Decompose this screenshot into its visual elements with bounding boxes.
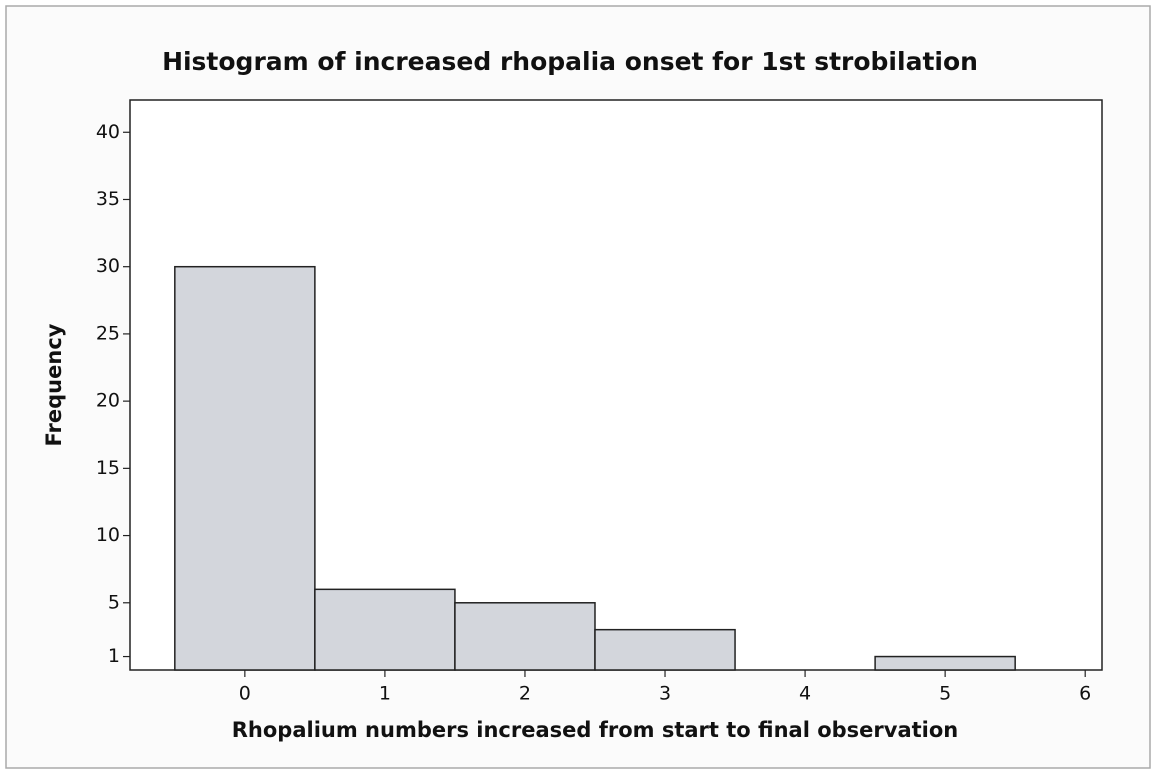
y-tick-label: 25: [96, 322, 120, 344]
bar: [594, 628, 736, 671]
x-tick-label: 3: [659, 683, 671, 705]
y-tick-label: 15: [96, 457, 120, 479]
chart-title: Histogram of increased rhopalia onset fo…: [162, 47, 978, 76]
x-tick-label: 6: [1079, 683, 1091, 705]
x-tick-label: 4: [799, 683, 811, 705]
x-tick-label: 5: [939, 683, 951, 705]
bar: [874, 655, 1016, 671]
bar: [314, 588, 456, 671]
x-tick-label: 2: [519, 683, 531, 705]
y-tick-label: 30: [96, 255, 120, 277]
x-axis-label: Rhopalium numbers increased from start t…: [232, 718, 959, 742]
x-tick-label: 0: [239, 683, 251, 705]
y-tick-label: 10: [96, 524, 120, 546]
y-tick-label: 20: [96, 390, 120, 412]
y-tick-label: 5: [108, 591, 120, 613]
x-tick-label: 1: [379, 683, 391, 705]
bar: [454, 602, 596, 671]
bar: [174, 265, 316, 671]
y-tick-label: 1: [108, 645, 120, 667]
y-tick-label: 40: [96, 121, 120, 143]
y-tick-label: 35: [96, 188, 120, 210]
y-axis-label: Frequency: [42, 323, 66, 446]
